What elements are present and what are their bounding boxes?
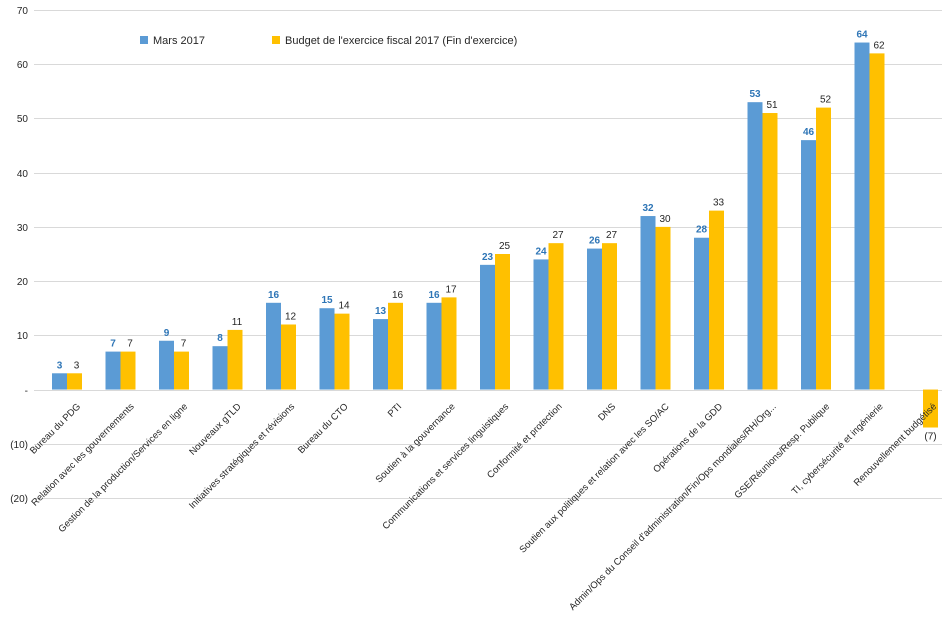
data-label: 3	[74, 360, 80, 371]
bar-mars-2017	[747, 102, 763, 390]
data-label: 23	[482, 252, 494, 263]
y-axis-ticks: (20) (10) - 10 20 30 40 50 60 70	[10, 6, 28, 505]
bar-budget-2017	[441, 297, 457, 390]
x-tick-label: GSE/Réunions/Resp. Publique	[732, 401, 832, 501]
data-label: 24	[535, 246, 547, 257]
bar-mars-2017	[212, 346, 228, 390]
bar-mars-2017	[266, 302, 281, 390]
bar-mars-2017	[319, 308, 335, 390]
x-tick-label: PTI	[386, 401, 404, 419]
bar-mars-2017	[801, 140, 816, 390]
legend-swatch-budget-2017	[272, 36, 280, 44]
data-label: 14	[338, 301, 350, 312]
data-label: 51	[766, 100, 778, 111]
bar-mars-2017	[587, 248, 602, 390]
bar-budget-2017	[281, 324, 296, 390]
legend-label-mars-2017: Mars 2017	[153, 35, 205, 47]
x-tick-label: Bureau du PDG	[28, 401, 83, 456]
data-label: 30	[659, 214, 671, 225]
bar-budget-2017	[709, 210, 724, 390]
data-label: 53	[749, 89, 761, 100]
y-tick-label: (10)	[10, 440, 28, 451]
bar-budget-2017	[923, 389, 938, 428]
data-label: 7	[181, 339, 187, 350]
bar-budget-2017	[495, 254, 510, 390]
y-tick-label: (20)	[10, 494, 28, 505]
bar-budget-2017	[388, 302, 403, 390]
data-label: 52	[820, 95, 832, 106]
bar-mars-2017	[640, 216, 656, 390]
data-label: 16	[428, 290, 440, 301]
bar-budget-2017	[334, 313, 350, 390]
legend-label-budget-2017: Budget de l'exercice fiscal 2017 (Fin d'…	[285, 35, 517, 47]
bar-mars-2017	[480, 264, 495, 390]
x-tick-label: DNS	[596, 401, 618, 423]
data-label: 3	[57, 360, 63, 371]
bar-mars-2017	[426, 302, 442, 390]
data-label: (7)	[924, 432, 936, 443]
x-tick-label: TI, cybersécurité et ingénierie	[790, 401, 886, 497]
bar-budget-2017	[816, 107, 831, 390]
data-label: 33	[713, 198, 725, 209]
data-label: 32	[642, 203, 654, 214]
bar-mars-2017	[52, 373, 67, 390]
data-label: 15	[321, 295, 333, 306]
bar-mars-2017	[159, 340, 174, 390]
data-label: 16	[268, 290, 280, 301]
data-label: 25	[499, 241, 511, 252]
bar-mars-2017	[533, 259, 549, 390]
data-label: 28	[696, 225, 708, 236]
x-tick-label: Initiatives stratégiques et révisions	[187, 401, 297, 511]
data-label: 13	[375, 306, 387, 317]
bar-budget-2017	[120, 351, 136, 390]
data-label: 7	[110, 339, 116, 350]
data-label: 16	[392, 290, 404, 301]
bar-budget-2017	[174, 351, 189, 390]
legend: Mars 2017 Budget de l'exercice fiscal 20…	[140, 35, 517, 47]
bar-mars-2017	[854, 42, 870, 390]
data-label: 27	[606, 230, 618, 241]
x-tick-label: Admin/Ops du Conseil d'administration/Fi…	[567, 401, 778, 612]
y-tick-label: 50	[17, 114, 29, 125]
bar-mars-2017	[105, 351, 121, 390]
data-label: 27	[552, 230, 564, 241]
y-tick-label: 20	[17, 277, 29, 288]
bars	[52, 42, 938, 428]
y-tick-label: -	[25, 386, 28, 397]
y-tick-label: 40	[17, 169, 29, 180]
data-label: 11	[232, 317, 243, 328]
data-label: 62	[873, 40, 885, 51]
bar-budget-2017	[602, 243, 617, 390]
data-label: 9	[164, 328, 170, 339]
data-label: 12	[285, 311, 297, 322]
y-tick-label: 10	[17, 331, 29, 342]
bar-budget-2017	[869, 53, 885, 390]
bar-budget-2017	[762, 113, 778, 390]
data-label: 46	[803, 127, 815, 138]
bar-budget-2017	[67, 373, 82, 390]
data-label: 7	[127, 339, 133, 350]
y-tick-label: 70	[17, 6, 29, 17]
data-label: 64	[856, 30, 868, 41]
bar-budget-2017	[227, 329, 243, 390]
bar-budget-2017	[655, 226, 671, 390]
x-tick-label: Nouveaux gTLD	[187, 401, 243, 457]
y-tick-label: 60	[17, 60, 29, 71]
bar-mars-2017	[373, 319, 388, 390]
x-tick-label: Relation avec les gouvernements	[30, 401, 137, 508]
data-label: 8	[217, 333, 223, 344]
y-tick-label: 30	[17, 223, 29, 234]
x-tick-label: Bureau du CTO	[296, 401, 351, 456]
data-label: 17	[445, 284, 457, 295]
data-label: 26	[589, 236, 601, 247]
bar-budget-2017	[548, 243, 564, 390]
legend-swatch-mars-2017	[140, 36, 148, 44]
bar-mars-2017	[694, 237, 709, 390]
